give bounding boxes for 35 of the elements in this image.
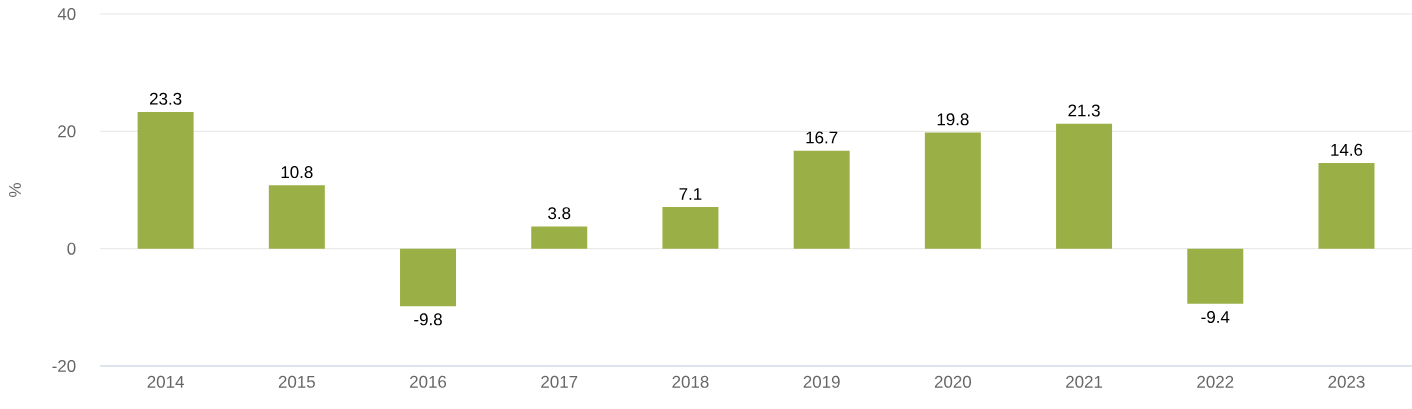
x-tick-label: 2021: [1066, 375, 1103, 388]
x-tick-label: 2015: [278, 375, 315, 388]
y-tick-label: 40: [57, 8, 76, 21]
data-label: -9.4: [1201, 311, 1230, 324]
y-tick-label: 20: [58, 125, 76, 138]
x-tick-label: 2014: [147, 375, 184, 388]
x-tick-label: 2018: [672, 375, 709, 388]
bar: [662, 207, 719, 249]
bar: [1056, 123, 1113, 249]
y-axis-title: %: [9, 183, 21, 197]
y-tick-label: 0: [67, 242, 76, 255]
x-tick-label: 2016: [410, 375, 447, 388]
data-label: 14.6: [1331, 143, 1363, 156]
bar: [400, 248, 457, 307]
bar: [268, 185, 325, 249]
bar: [1187, 248, 1244, 304]
data-label: 16.7: [806, 131, 838, 144]
data-label: 23.3: [149, 92, 182, 105]
x-tick-label: 2017: [541, 375, 578, 388]
bar: [793, 150, 850, 249]
data-label: 3.8: [548, 207, 571, 220]
x-tick-label: 2023: [1328, 375, 1365, 388]
data-label: 7.1: [679, 188, 702, 200]
bar: [1318, 163, 1375, 249]
x-tick-label: 2022: [1197, 375, 1234, 388]
data-label: 10.8: [281, 166, 313, 179]
y-tick-label: -20: [52, 360, 76, 372]
x-tick-label: 2020: [934, 375, 972, 388]
data-label: 21.3: [1068, 104, 1100, 117]
data-label: 19.8: [937, 113, 969, 126]
bar: [137, 111, 194, 249]
bar: [924, 132, 981, 249]
bar: [531, 226, 588, 249]
x-tick-label: 2019: [803, 375, 840, 388]
data-label: -9.8: [414, 313, 442, 326]
